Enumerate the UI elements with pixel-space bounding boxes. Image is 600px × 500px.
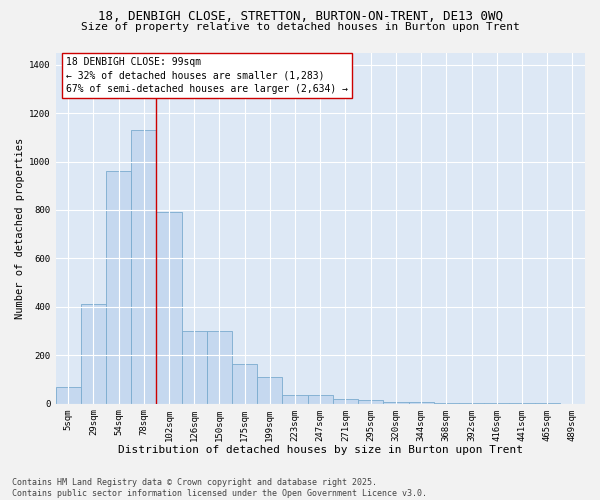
Bar — [283, 395, 308, 404]
Bar — [207, 331, 232, 404]
Bar — [81, 304, 106, 404]
Bar — [383, 402, 409, 404]
Bar — [56, 387, 81, 404]
Bar — [106, 171, 131, 404]
Bar — [157, 212, 182, 404]
Text: 18 DENBIGH CLOSE: 99sqm
← 32% of detached houses are smaller (1,283)
67% of semi: 18 DENBIGH CLOSE: 99sqm ← 32% of detache… — [65, 58, 347, 94]
Text: Size of property relative to detached houses in Burton upon Trent: Size of property relative to detached ho… — [80, 22, 520, 32]
Y-axis label: Number of detached properties: Number of detached properties — [15, 138, 25, 318]
Bar — [232, 364, 257, 404]
Bar — [333, 399, 358, 404]
X-axis label: Distribution of detached houses by size in Burton upon Trent: Distribution of detached houses by size … — [118, 445, 523, 455]
Bar — [434, 403, 459, 404]
Bar — [308, 395, 333, 404]
Bar — [257, 377, 283, 404]
Bar — [182, 331, 207, 404]
Text: Contains HM Land Registry data © Crown copyright and database right 2025.
Contai: Contains HM Land Registry data © Crown c… — [12, 478, 427, 498]
Bar — [409, 402, 434, 404]
Bar — [131, 130, 157, 404]
Text: 18, DENBIGH CLOSE, STRETTON, BURTON-ON-TRENT, DE13 0WQ: 18, DENBIGH CLOSE, STRETTON, BURTON-ON-T… — [97, 10, 503, 23]
Bar — [358, 400, 383, 404]
